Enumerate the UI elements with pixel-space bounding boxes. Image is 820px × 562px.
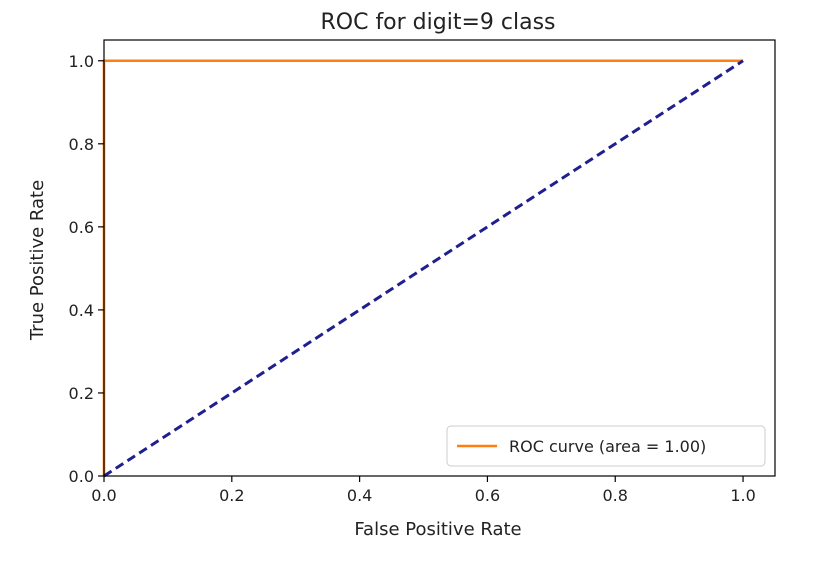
x-tick-label: 0.4 [347, 486, 372, 505]
x-axis-label: False Positive Rate [354, 519, 521, 540]
x-tick-label: 0.0 [91, 486, 116, 505]
x-tick-label: 0.6 [475, 486, 500, 505]
plot-frame [103, 39, 776, 477]
x-tick-label: 1.0 [730, 486, 755, 505]
legend-label: ROC curve (area = 1.00) [509, 437, 706, 456]
y-tick-label: 0.8 [69, 135, 94, 154]
y-tick-label: 0.2 [69, 384, 94, 403]
x-tick-label: 0.8 [603, 486, 628, 505]
y-tick-label: 0.4 [69, 301, 94, 320]
x-tick-label: 0.2 [219, 486, 244, 505]
legend-box [446, 425, 766, 467]
y-tick-label: 0.6 [69, 218, 94, 237]
plot-area: 0.0 0.2 0.4 0.6 0.8 1.0 0.0 0.2 0.4 0.6 0.8 1.0 ROC … [69, 39, 776, 505]
y-tick-label: 1.0 [69, 52, 94, 71]
y-axis-label: True Positive Rate [27, 180, 48, 341]
series-line-chance-diagonal [103, 59, 744, 478]
chart-title: ROC for digit=9 class [320, 10, 555, 35]
y-tick-label: 0.0 [69, 467, 94, 486]
